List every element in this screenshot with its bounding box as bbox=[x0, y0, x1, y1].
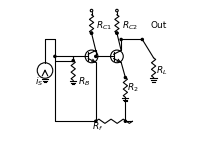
Text: $i_S$: $i_S$ bbox=[35, 76, 43, 88]
Circle shape bbox=[116, 32, 118, 34]
Circle shape bbox=[120, 38, 122, 41]
Text: $R_2$: $R_2$ bbox=[127, 81, 138, 94]
Circle shape bbox=[90, 32, 93, 34]
Circle shape bbox=[124, 76, 126, 79]
Circle shape bbox=[54, 55, 56, 58]
Circle shape bbox=[116, 32, 118, 34]
Text: $R_f$: $R_f$ bbox=[92, 121, 103, 133]
Circle shape bbox=[141, 38, 143, 41]
Text: Out: Out bbox=[150, 21, 166, 30]
Circle shape bbox=[95, 55, 97, 58]
Circle shape bbox=[95, 120, 97, 122]
Circle shape bbox=[124, 120, 126, 122]
Text: $R_L$: $R_L$ bbox=[156, 64, 168, 77]
Text: $R_{C1}$: $R_{C1}$ bbox=[96, 19, 113, 32]
Text: $R_{C2}$: $R_{C2}$ bbox=[122, 19, 138, 32]
Text: $R_B$: $R_B$ bbox=[78, 76, 90, 88]
Circle shape bbox=[72, 60, 74, 62]
Circle shape bbox=[90, 32, 93, 34]
